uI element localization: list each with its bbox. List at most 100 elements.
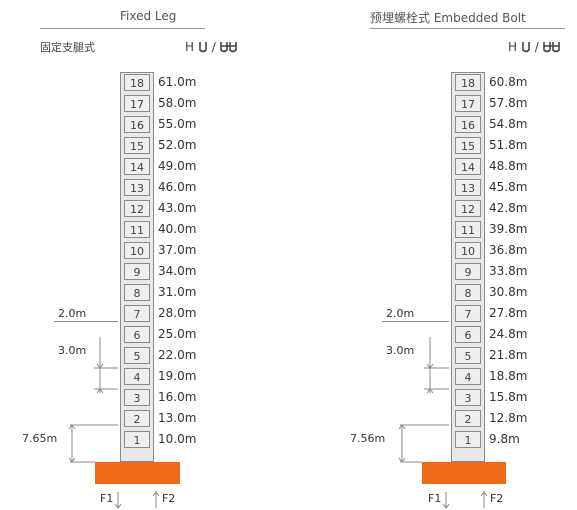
section-number: 10 (124, 242, 150, 259)
section-number: 18 (124, 74, 150, 91)
section-number: 12 (124, 200, 150, 217)
section-height: 60.8m (489, 75, 528, 89)
section-height: 24.8m (489, 327, 528, 341)
section-number: 18 (455, 74, 481, 91)
dim-arrow (426, 363, 434, 369)
section-number: 8 (124, 284, 150, 301)
section-height: 42.8m (489, 201, 528, 215)
dim-label-top: 2.0m (58, 306, 87, 320)
section-number: 3 (124, 389, 150, 406)
panel-embedded-bolt: 预埋螺栓式 Embedded Bolt H / 18 60.8m 17 57.8m 16… (290, 0, 577, 510)
section-number: 6 (455, 326, 481, 343)
force-label-f2: F2 (162, 492, 176, 505)
section-number: 5 (455, 347, 481, 364)
section-height: 22.0m (158, 348, 197, 362)
section-height: 16.0m (158, 390, 197, 404)
icon-separator: / (534, 40, 539, 54)
section-number: 11 (455, 221, 481, 238)
section-number: 10 (455, 242, 481, 259)
section-number: 15 (455, 137, 481, 154)
dim-label-base: 7.56m (350, 432, 386, 445)
section-number: 13 (124, 179, 150, 196)
dim-arrow (68, 424, 76, 430)
section-height: 15.8m (489, 390, 528, 404)
section-number: 9 (455, 263, 481, 280)
force-arrow-head (114, 503, 122, 509)
section-number: 9 (124, 263, 150, 280)
tower-crane-icon (522, 42, 530, 53)
panel-title: Fixed Leg (120, 9, 177, 23)
height-header: H / (185, 40, 238, 54)
dim-label-section: 3.0m (386, 344, 415, 357)
dim-arrow (426, 388, 434, 394)
title-divider (370, 28, 565, 29)
section-height: 28.0m (158, 306, 197, 320)
section-number: 12 (455, 200, 481, 217)
height-label: H (508, 40, 518, 54)
section-height: 49.0m (158, 159, 197, 173)
section-number: 4 (455, 368, 481, 385)
section-height: 48.8m (489, 159, 528, 173)
section-height: 51.8m (489, 138, 528, 152)
section-height: 10.0m (158, 432, 197, 446)
dim-label-section: 3.0m (58, 344, 87, 357)
section-height: 43.0m (158, 201, 197, 215)
section-height: 52.0m (158, 138, 197, 152)
dim-arrow (96, 388, 104, 394)
section-height: 57.8m (489, 96, 528, 110)
section-height: 12.8m (489, 411, 528, 425)
section-height: 30.8m (489, 285, 528, 299)
dim-arrow (68, 457, 76, 463)
section-number: 3 (455, 389, 481, 406)
section-height: 21.8m (489, 348, 528, 362)
section-height: 33.8m (489, 264, 528, 278)
section-height: 58.0m (158, 96, 197, 110)
section-number: 16 (455, 116, 481, 133)
section-number: 5 (124, 347, 150, 364)
section-number: 13 (455, 179, 481, 196)
section-number: 7 (455, 305, 481, 322)
section-height: 45.8m (489, 180, 528, 194)
height-header: H / (508, 40, 561, 54)
section-number: 15 (124, 137, 150, 154)
panel-title: 预埋螺栓式 Embedded Bolt (370, 11, 526, 25)
section-number: 4 (124, 368, 150, 385)
height-label: H (185, 40, 195, 54)
force-label-f1: F1 (100, 492, 114, 505)
force-arrow-head (152, 491, 160, 497)
dim-label-base: 7.65m (22, 432, 58, 445)
section-height: 40.0m (158, 222, 197, 236)
dim-arrow (398, 457, 406, 463)
section-height: 18.8m (489, 369, 528, 383)
section-height: 31.0m (158, 285, 197, 299)
section-height: 9.8m (489, 432, 520, 446)
panel-subtitle: 固定支腿式 (40, 41, 95, 54)
section-number: 17 (455, 95, 481, 112)
section-height: 19.0m (158, 369, 197, 383)
foundation-base (422, 462, 506, 484)
section-height: 36.8m (489, 243, 528, 257)
section-number: 14 (124, 158, 150, 175)
section-height: 39.8m (489, 222, 528, 236)
section-number: 6 (124, 326, 150, 343)
dim-arrow (96, 363, 104, 369)
section-number: 11 (124, 221, 150, 238)
section-height: 61.0m (158, 75, 197, 89)
panel-fixed-leg: Fixed Leg 固定支腿式 H / 18 61.0m 17 58.0m 16 55.0… (22, 9, 238, 505)
force-arrow-head (480, 491, 488, 497)
force-label-f2: F2 (490, 492, 504, 505)
section-height: 37.0m (158, 243, 197, 257)
section-height: 34.0m (158, 264, 197, 278)
force-label-f1: F1 (428, 492, 442, 505)
section-number: 16 (124, 116, 150, 133)
section-number: 8 (455, 284, 481, 301)
tower-crane-icon (199, 42, 207, 53)
dim-arrow (398, 424, 406, 430)
tower-crane-double-icon (542, 42, 560, 53)
title-divider (40, 28, 205, 29)
section-number: 2 (124, 410, 150, 427)
section-height: 55.0m (158, 117, 197, 131)
tower-crane-double-icon (219, 42, 237, 53)
section-height: 27.8m (489, 306, 528, 320)
